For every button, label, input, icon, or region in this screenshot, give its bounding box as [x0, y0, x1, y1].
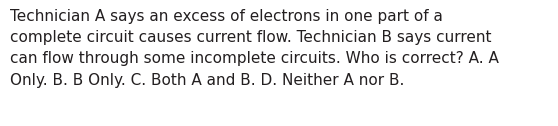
- Text: Technician A says an excess of electrons in one part of a
complete circuit cause: Technician A says an excess of electrons…: [10, 9, 499, 88]
